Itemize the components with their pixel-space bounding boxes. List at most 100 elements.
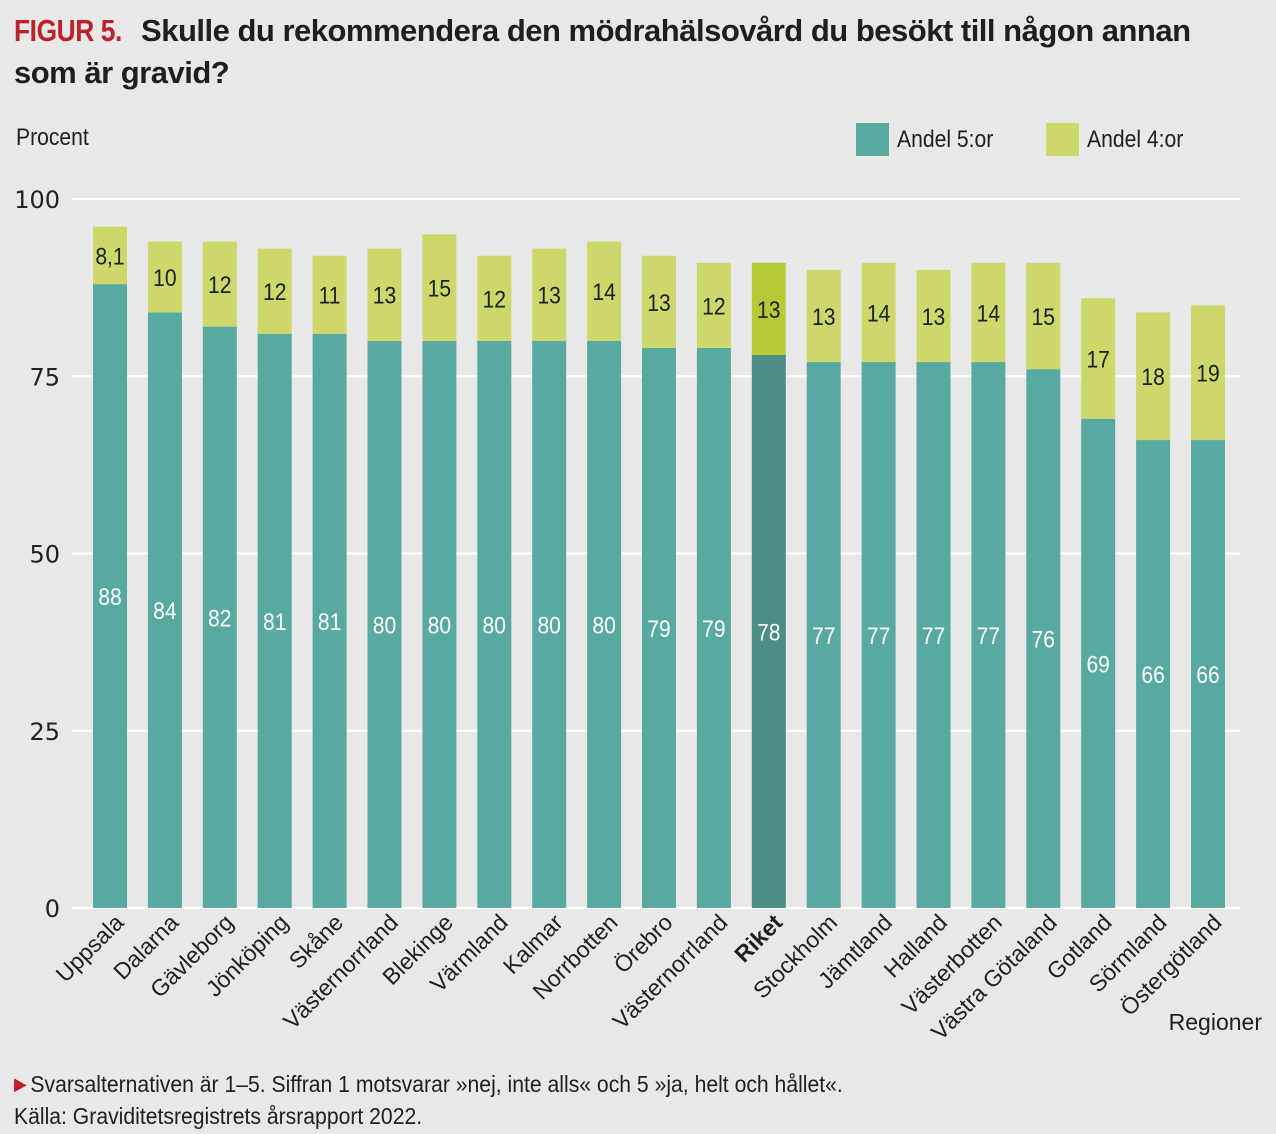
- footnote-note: Svarsalternativen är 1–5. Siffran 1 mots…: [30, 1071, 843, 1097]
- chart-title: FIGUR 5. Skulle du rekommendera den mödr…: [14, 10, 1254, 94]
- y-tick-label: 0: [45, 895, 60, 923]
- bar-segment-4or: [257, 248, 292, 334]
- bar-segment-4or: [1081, 298, 1116, 419]
- bar-segment-5or: [257, 333, 292, 909]
- y-tick-label: 100: [14, 186, 60, 214]
- bar-segment-4or: [147, 241, 182, 313]
- bar-segment-5or: [916, 362, 951, 908]
- data-label-5or: 79: [647, 616, 670, 643]
- data-label-5or: 77: [977, 623, 1000, 650]
- legend: Andel 5:or Andel 4:or: [856, 123, 1237, 156]
- bar-segment-5or: [477, 340, 512, 908]
- data-label-4or: 13: [537, 282, 560, 309]
- bar-segment-5or: [642, 347, 676, 908]
- data-label-5or: 77: [812, 623, 835, 650]
- figure-label: FIGUR 5.: [14, 13, 122, 48]
- data-label-4or: 14: [592, 279, 615, 306]
- bar-segment-4or: [477, 255, 512, 341]
- bar-segment-5or: [1136, 440, 1171, 908]
- figure-title: Skulle du rekommendera den mödrahälsovår…: [14, 13, 1191, 90]
- data-label-5or: 84: [153, 598, 176, 625]
- bar-segment-5or: [696, 347, 731, 908]
- data-label-4or: 15: [428, 275, 451, 302]
- data-label-4or: 13: [757, 297, 780, 324]
- bar-segment-5or: [93, 284, 127, 909]
- bar-segment-5or: [1026, 369, 1061, 908]
- data-label-5or: 80: [428, 612, 451, 639]
- data-label-5or: 78: [757, 619, 780, 646]
- bar-segment-4or: [312, 255, 347, 334]
- data-label-4or: 17: [1086, 346, 1109, 373]
- data-label-4or: 14: [867, 300, 890, 327]
- bar-segment-4or: [1191, 305, 1225, 441]
- bar-segment-5or: [751, 354, 786, 909]
- bar-segment-5or: [202, 326, 237, 908]
- bar-segment-4or: [971, 262, 1006, 363]
- data-label-5or: 80: [483, 612, 506, 639]
- y-tick-label: 75: [29, 363, 60, 391]
- data-label-4or: 13: [647, 290, 670, 317]
- bar-segment-5or: [147, 312, 182, 908]
- data-label-4or: 14: [977, 300, 1000, 327]
- footnote-note-line: ▶ Svarsalternativen är 1–5. Siffran 1 mot…: [14, 1068, 843, 1100]
- data-label-5or: 82: [208, 605, 231, 632]
- bar-segment-4or: [93, 226, 127, 285]
- bar-segment-4or: [642, 255, 676, 348]
- bar-segment-4or: [422, 234, 457, 341]
- bar-segment-4or: [202, 241, 237, 327]
- bar-segment-5or: [861, 362, 896, 908]
- bar-segment-4or: [1136, 312, 1171, 441]
- data-label-4or: 13: [373, 282, 396, 309]
- legend-item-5or: Andel 5:or: [856, 123, 1006, 156]
- stacked-bar-chart: 0255075100888,1Uppsala8410Dalarna8212Gäv…: [14, 186, 1263, 1045]
- data-label-5or: 80: [592, 612, 615, 639]
- data-label-5or: 76: [1032, 626, 1055, 653]
- y-axis-label: Procent: [16, 124, 89, 151]
- bar-segment-5or: [806, 362, 841, 908]
- data-label-4or: 8,1: [95, 243, 124, 270]
- bar-segment-4or: [1026, 262, 1061, 370]
- data-label-5or: 88: [98, 584, 121, 611]
- bar-segment-4or: [532, 248, 567, 341]
- data-label-5or: 80: [537, 612, 560, 639]
- bar-segment-5or: [312, 333, 347, 909]
- data-label-4or: 19: [1196, 360, 1219, 387]
- data-label-5or: 79: [702, 616, 725, 643]
- x-axis-label: Regioner: [1169, 1009, 1263, 1035]
- bar-segment-5or: [587, 340, 622, 908]
- data-label-4or: 15: [1032, 304, 1055, 331]
- data-label-4or: 11: [319, 282, 341, 309]
- data-label-4or: 18: [1141, 364, 1164, 391]
- data-label-4or: 10: [153, 265, 176, 292]
- bar-segment-5or: [1081, 418, 1116, 908]
- legend-label-4or: Andel 4:or: [1087, 125, 1184, 153]
- bar-segment-4or: [367, 248, 402, 341]
- triangle-right-icon: ▶: [14, 1074, 27, 1094]
- data-label-4or: 12: [702, 293, 725, 320]
- legend-item-4or: Andel 4:or: [1046, 123, 1196, 156]
- bar-segment-4or: [806, 269, 841, 363]
- data-label-5or: 66: [1196, 662, 1219, 689]
- data-label-4or: 13: [922, 304, 945, 331]
- footnote-source: Källa: Graviditetsregistrets årsrapport …: [14, 1103, 423, 1129]
- data-label-4or: 13: [812, 304, 835, 331]
- data-label-4or: 12: [263, 279, 286, 306]
- legend-swatch-5or: [856, 123, 889, 156]
- footnote: ▶ Svarsalternativen är 1–5. Siffran 1 mot…: [14, 1068, 915, 1132]
- data-label-5or: 81: [318, 609, 341, 636]
- data-label-4or: 12: [483, 286, 506, 313]
- data-label-4or: 12: [208, 272, 231, 299]
- data-label-5or: 66: [1141, 662, 1164, 689]
- bar-segment-5or: [971, 362, 1006, 908]
- data-label-5or: 80: [373, 612, 396, 639]
- bar-segment-4or: [587, 241, 622, 341]
- y-tick-label: 50: [29, 541, 60, 569]
- data-label-5or: 69: [1086, 651, 1109, 678]
- legend-swatch-4or: [1046, 123, 1080, 156]
- bar-segment-5or: [422, 340, 457, 908]
- data-label-5or: 77: [922, 623, 945, 650]
- bar-segment-5or: [532, 340, 567, 908]
- data-label-5or: 77: [867, 623, 890, 650]
- data-label-5or: 81: [263, 609, 286, 636]
- bar-segment-4or: [696, 262, 731, 348]
